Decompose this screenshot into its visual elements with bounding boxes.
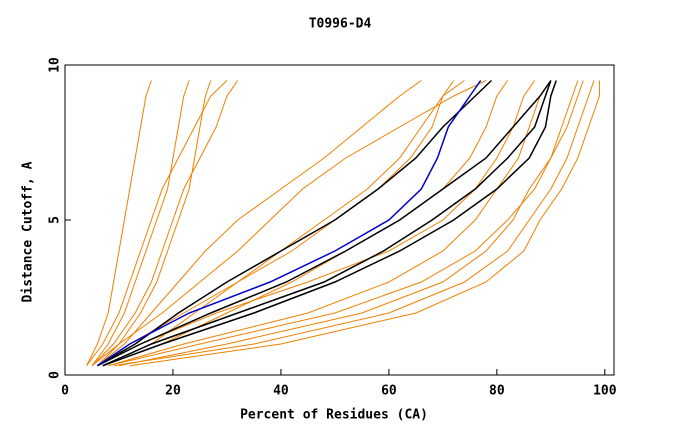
x-tick-label: 40 [273, 384, 289, 399]
series-line [108, 80, 552, 367]
y-tick-label: 0 [48, 371, 63, 379]
x-tick-label: 0 [61, 384, 69, 399]
x-axis-label: Percent of Residues (CA) [240, 408, 428, 423]
chart-title: T0996-D4 [309, 17, 372, 32]
series-line [96, 80, 482, 367]
series-line [97, 80, 536, 367]
y-tick-label: 10 [48, 57, 63, 73]
series-line [118, 80, 579, 367]
series-line [113, 80, 595, 367]
series-line [91, 80, 487, 367]
y-tick-label: 5 [48, 216, 63, 224]
x-tick-label: 100 [593, 384, 617, 399]
series-line [129, 80, 600, 367]
series-line [86, 80, 228, 366]
x-tick-label: 80 [489, 384, 505, 399]
y-axis-label: Distance Cutoff, A [21, 161, 36, 302]
series-line [86, 80, 152, 366]
series-line [97, 80, 552, 367]
series-line [102, 80, 557, 367]
series-line [97, 80, 455, 367]
plot-area [86, 79, 600, 367]
x-tick-label: 60 [381, 384, 397, 399]
series-line [91, 80, 239, 367]
series-line [102, 80, 552, 367]
x-tick-label: 20 [165, 384, 181, 399]
series-line [91, 80, 190, 366]
plot-frame [64, 64, 615, 376]
series-line [102, 80, 465, 367]
series-line [97, 80, 422, 367]
series-line [97, 80, 212, 367]
series-line [108, 80, 584, 367]
series-line [97, 79, 492, 367]
